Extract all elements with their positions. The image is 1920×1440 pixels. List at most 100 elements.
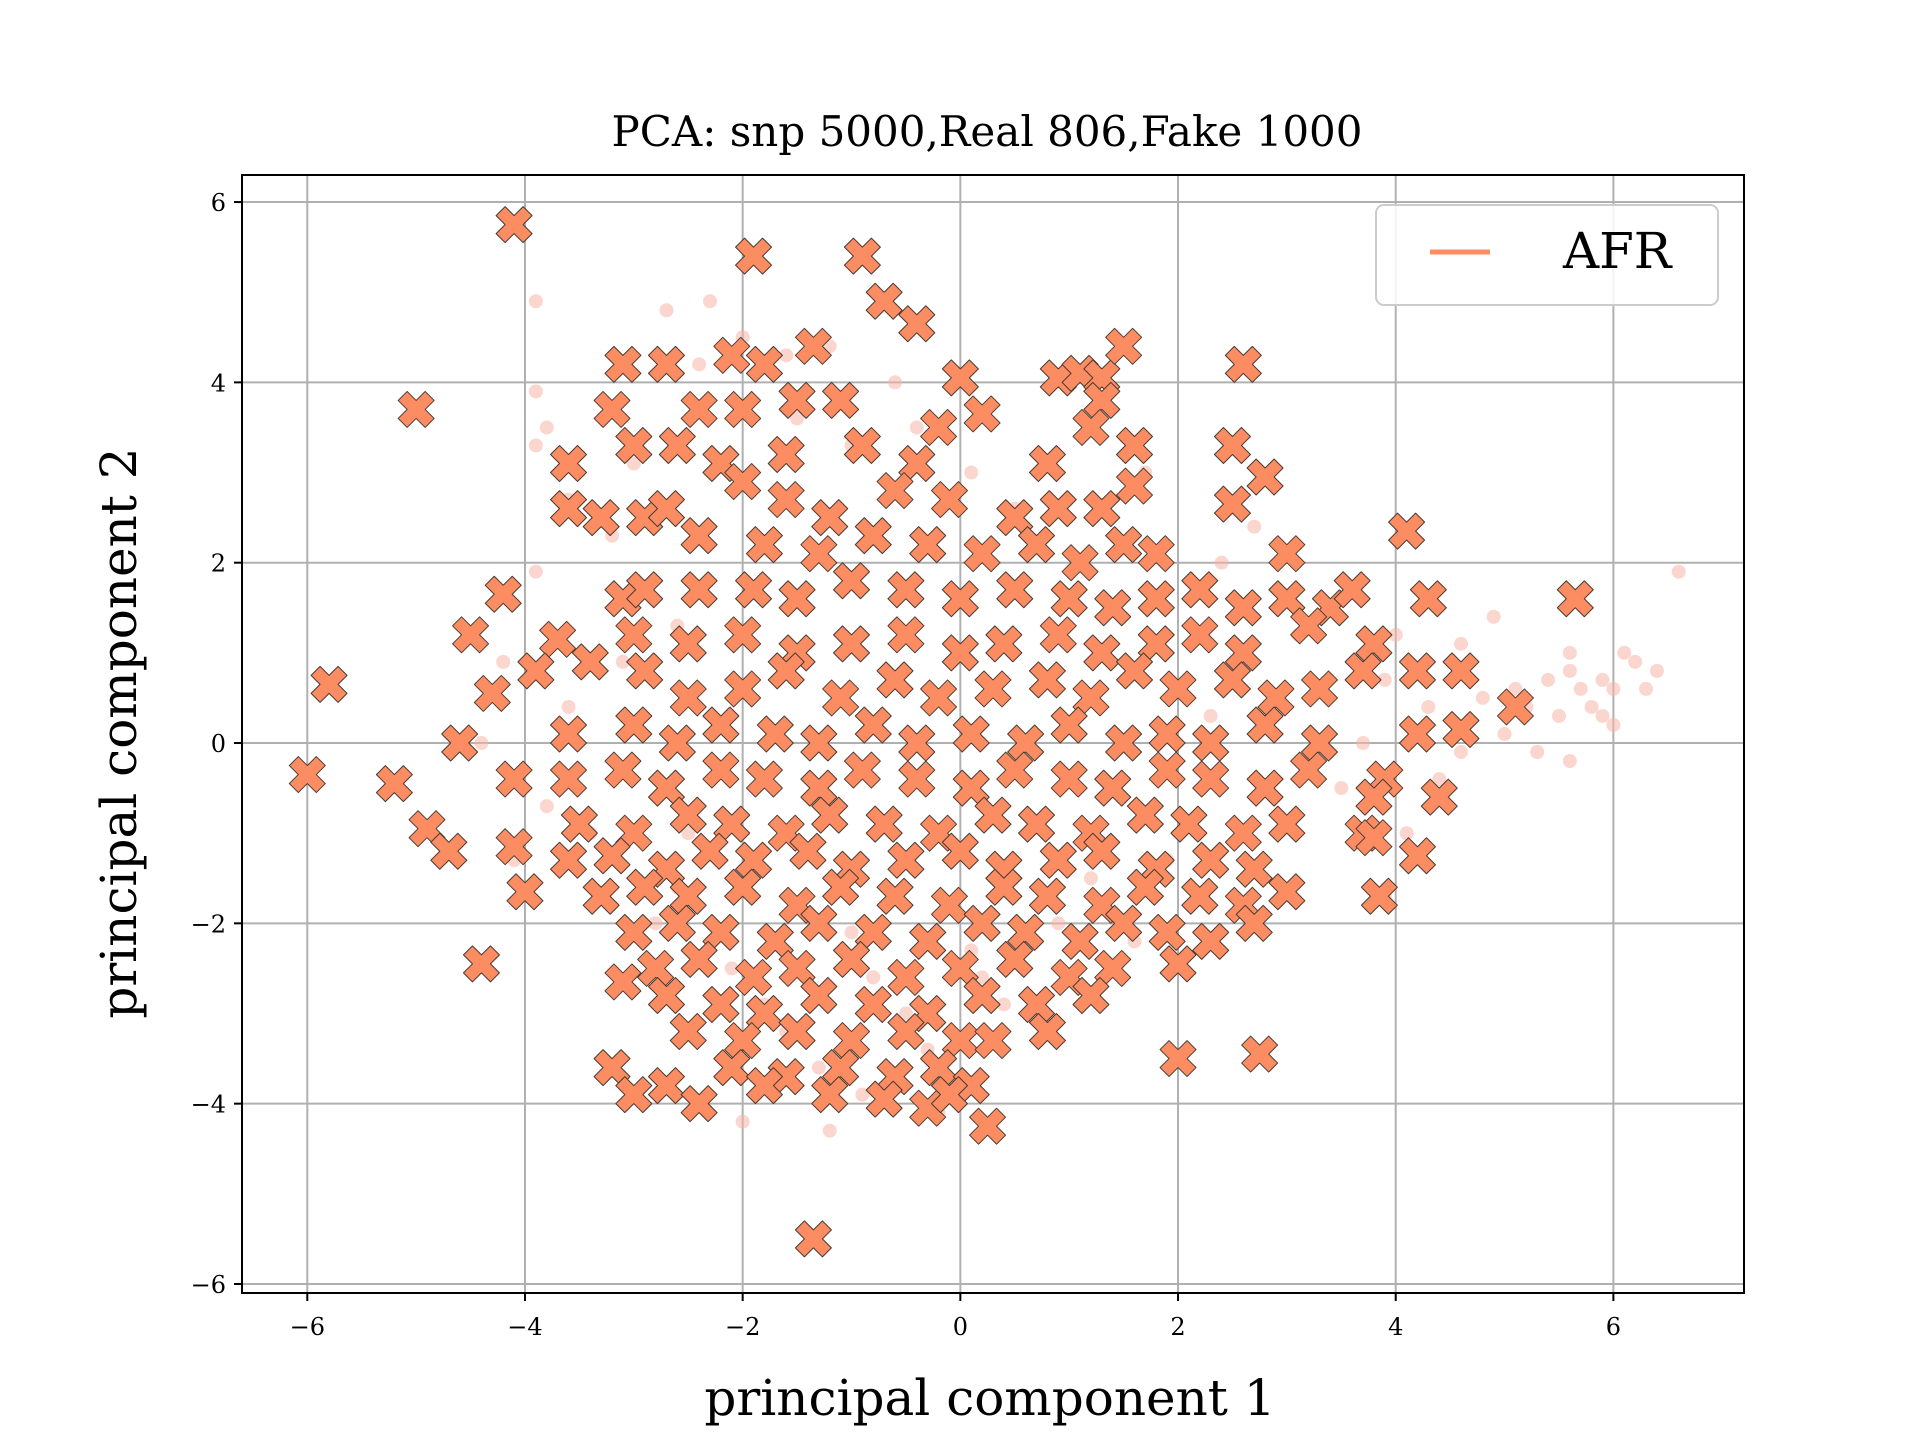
fake-point <box>1496 688 1534 726</box>
real-point <box>496 654 511 669</box>
y-tick-label: 2 <box>211 550 226 578</box>
fake-point <box>430 832 468 870</box>
fake-point <box>517 652 555 690</box>
fake-point <box>745 760 783 798</box>
fake-point <box>560 805 598 843</box>
fake-point <box>963 976 1001 1014</box>
x-tick-label: 0 <box>953 1313 968 1341</box>
real-point <box>1454 745 1469 760</box>
fake-point <box>843 751 881 789</box>
fake-point <box>735 237 773 275</box>
real-point <box>996 997 1011 1012</box>
fake-point <box>778 1013 816 1051</box>
fake-point <box>1137 535 1175 573</box>
fake-point <box>1126 868 1164 906</box>
real-point <box>528 564 543 579</box>
fake-point <box>550 841 588 879</box>
real-point <box>1508 681 1523 696</box>
fake-point <box>1224 814 1262 852</box>
fake-point <box>756 715 794 753</box>
fake-point <box>1050 706 1088 744</box>
real-point <box>779 348 794 363</box>
fake-point <box>887 616 925 654</box>
fake-point <box>1039 490 1077 528</box>
fake-point <box>794 327 832 365</box>
fake-point <box>1398 837 1436 875</box>
x-tick-label: −2 <box>725 1313 760 1341</box>
fake-point <box>1235 904 1273 942</box>
fake-point <box>473 674 511 712</box>
fake-point <box>615 426 653 464</box>
fake-point <box>963 395 1001 433</box>
fake-point <box>865 282 903 320</box>
fake-point <box>724 670 762 708</box>
real-point <box>1639 681 1654 696</box>
real-point <box>1486 609 1501 624</box>
fake-point <box>854 985 892 1023</box>
fake-point <box>1192 724 1230 762</box>
fake-point <box>854 913 892 951</box>
fake-point <box>626 652 664 690</box>
fake-point <box>1268 535 1306 573</box>
fake-point <box>680 1085 718 1123</box>
fake-point <box>669 625 707 663</box>
fake-point <box>1181 877 1219 915</box>
fake-point <box>582 877 620 915</box>
fake-point <box>1268 580 1306 618</box>
fake-point <box>963 904 1001 942</box>
fake-point <box>680 517 718 555</box>
real-point <box>1595 708 1610 723</box>
fake-point <box>952 715 990 753</box>
fake-point <box>745 526 783 564</box>
fake-point <box>767 652 805 690</box>
fake-point <box>941 359 979 397</box>
fake-point <box>767 481 805 519</box>
real-point <box>1377 672 1392 687</box>
fake-point <box>969 1107 1007 1145</box>
fake-point <box>1050 580 1088 618</box>
fake-point <box>1355 819 1393 857</box>
fake-point <box>887 1013 925 1051</box>
real-point <box>1617 645 1632 660</box>
real-point <box>1671 564 1686 579</box>
fake-point <box>1213 426 1251 464</box>
fake-point <box>1224 634 1262 672</box>
fake-point <box>484 575 522 613</box>
fake-point <box>1159 945 1197 983</box>
real-point <box>1562 645 1577 660</box>
fake-point <box>745 1067 783 1105</box>
fake-point <box>920 679 958 717</box>
fake-point <box>985 625 1023 663</box>
y-tick-label: −2 <box>191 910 226 938</box>
fake-point <box>1224 345 1262 383</box>
fake-point <box>920 408 958 446</box>
fake-point <box>1028 661 1066 699</box>
fake-point <box>876 472 914 510</box>
fake-point <box>1192 760 1230 798</box>
fake-point <box>1388 512 1426 550</box>
real-point <box>844 925 859 940</box>
real-point <box>1475 690 1490 705</box>
real-point <box>866 970 881 985</box>
fake-point <box>930 481 968 519</box>
fake-point <box>876 877 914 915</box>
fake-point <box>680 571 718 609</box>
fake-point <box>702 751 740 789</box>
fake-point <box>876 661 914 699</box>
fake-points-layer <box>288 206 1594 1258</box>
fake-point <box>397 390 435 428</box>
fake-point <box>898 305 936 343</box>
fake-point <box>1072 679 1110 717</box>
real-point <box>474 736 489 751</box>
fake-point <box>843 237 881 275</box>
fake-point <box>930 1076 968 1114</box>
fake-point <box>1333 571 1371 609</box>
fake-point <box>571 643 609 681</box>
fake-point <box>724 463 762 501</box>
fake-point <box>1246 458 1284 496</box>
fake-point <box>1039 616 1077 654</box>
real-point <box>1606 681 1621 696</box>
fake-point <box>985 868 1023 906</box>
fake-point <box>582 499 620 537</box>
